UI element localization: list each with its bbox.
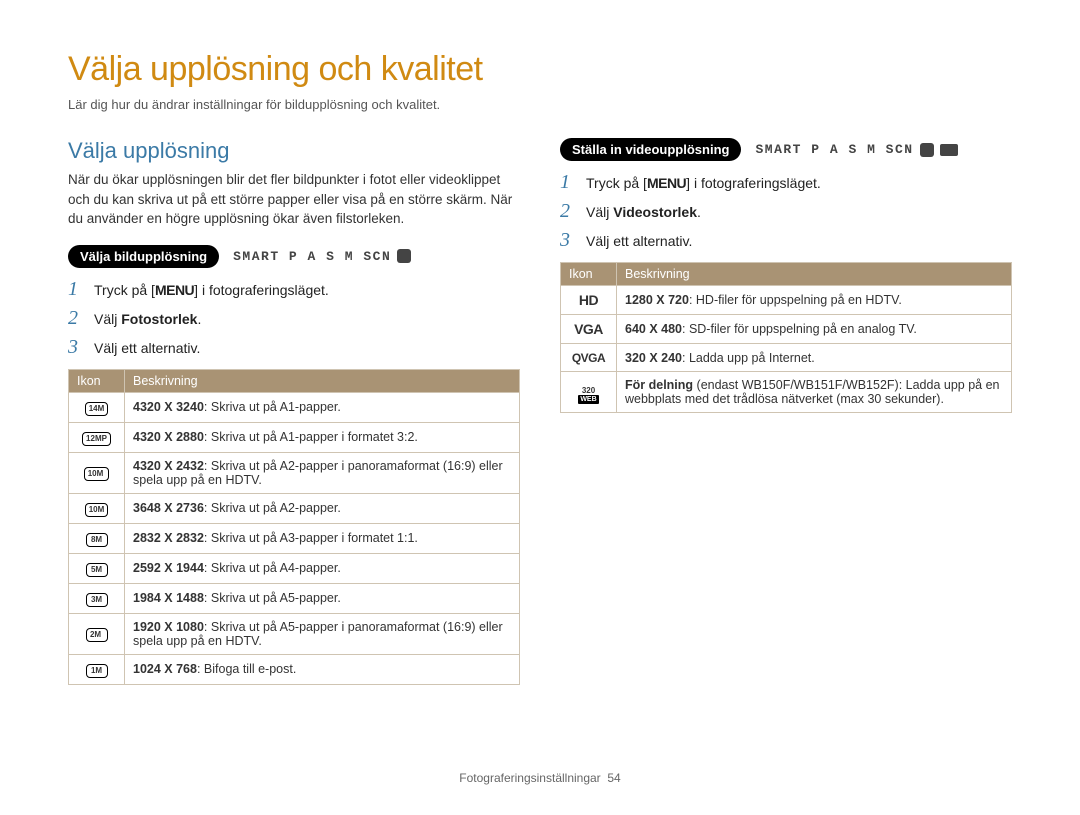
vga-icon: VGA	[574, 321, 603, 337]
page-title: Välja upplösning och kvalitet	[68, 50, 1012, 89]
table-row: VGA640 X 480: SD-filer för uppspelning p…	[561, 315, 1012, 344]
res-icon: 2M	[86, 628, 108, 642]
res-icon: 5M	[86, 563, 108, 577]
table-row: 320 WEB För delning (endast WB150F/WB151…	[561, 372, 1012, 413]
table-row: QVGA320 X 240: Ladda upp på Internet.	[561, 344, 1012, 372]
video-res-pill: Ställa in videoupplösning	[560, 138, 741, 161]
photo-step-3: 3 Välj ett alternativ.	[68, 336, 520, 359]
step-text: Tryck på [MENU] i fotograferingsläget.	[586, 175, 821, 191]
table-row: HD1280 X 720: HD-filer för uppspelning p…	[561, 286, 1012, 315]
res-icon: 1M	[86, 664, 108, 678]
left-column: Välja upplösning När du ökar upplösninge…	[68, 138, 520, 685]
qvga-icon: QVGA	[572, 351, 605, 365]
table-row: 8M2832 X 2832: Skriva ut på A3-papper i …	[69, 523, 520, 553]
res-icon: 3M	[86, 593, 108, 607]
step-number: 3	[560, 229, 576, 252]
step-number: 3	[68, 336, 84, 359]
web-share-icon: 320 WEB	[578, 386, 598, 404]
right-column: Ställa in videoupplösning SMART P A S M …	[560, 138, 1012, 685]
table-row: 5M2592 X 1944: Skriva ut på A4-papper.	[69, 553, 520, 583]
table-row: 10M4320 X 2432: Skriva ut på A2-papper i…	[69, 452, 520, 493]
table-row: 10M3648 X 2736: Skriva ut på A2-papper.	[69, 493, 520, 523]
th-desc: Beskrivning	[617, 263, 1012, 286]
mode-icon	[920, 143, 934, 157]
video-modes: SMART P A S M SCN	[755, 142, 957, 157]
th-icon: Ikon	[561, 263, 617, 286]
photo-step-1: 1 Tryck på [MENU] i fotograferingsläget.	[68, 278, 520, 301]
th-desc: Beskrivning	[125, 369, 520, 392]
photo-res-pill: Välja bildupplösning	[68, 245, 219, 268]
step-number: 2	[68, 307, 84, 330]
video-steps: 1 Tryck på [MENU] i fotograferingsläget.…	[560, 171, 1012, 252]
video-step-2: 2 Välj Videostorlek.	[560, 200, 1012, 223]
page-subtitle: Lär dig hur du ändrar inställningar för …	[68, 97, 1012, 112]
table-row: 2M1920 X 1080: Skriva ut på A5-papper i …	[69, 613, 520, 654]
step-text: Välj Fotostorlek.	[94, 311, 201, 327]
mode-icon	[397, 249, 411, 263]
table-row: 14M4320 X 3240: Skriva ut på A1-papper.	[69, 392, 520, 422]
video-step-1: 1 Tryck på [MENU] i fotograferingsläget.	[560, 171, 1012, 194]
photo-res-header: Välja bildupplösning SMART P A S M SCN	[68, 245, 520, 268]
step-text: Välj ett alternativ.	[586, 233, 692, 249]
res-icon: 10M	[84, 467, 110, 481]
video-step-3: 3 Välj ett alternativ.	[560, 229, 1012, 252]
table-row: 12MP4320 X 2880: Skriva ut på A1-papper …	[69, 422, 520, 452]
section-heading-resolution: Välja upplösning	[68, 138, 520, 164]
res-icon: 8M	[86, 533, 108, 547]
section-body-resolution: När du ökar upplösningen blir det fler b…	[68, 170, 520, 229]
step-number: 1	[68, 278, 84, 301]
step-number: 1	[560, 171, 576, 194]
video-res-table: Ikon Beskrivning HD1280 X 720: HD-filer …	[560, 262, 1012, 413]
menu-key: MENU	[155, 282, 194, 298]
video-res-header: Ställa in videoupplösning SMART P A S M …	[560, 138, 1012, 161]
res-icon: 10M	[85, 503, 109, 517]
step-text: Välj ett alternativ.	[94, 340, 200, 356]
step-number: 2	[560, 200, 576, 223]
page-footer: Fotograferingsinställningar 54	[0, 771, 1080, 785]
step-text: Välj Videostorlek.	[586, 204, 701, 220]
res-icon: 14M	[85, 402, 109, 416]
table-row: 1M1024 X 768: Bifoga till e-post.	[69, 654, 520, 684]
hd-icon: HD	[579, 292, 598, 308]
th-icon: Ikon	[69, 369, 125, 392]
step-text: Tryck på [MENU] i fotograferingsläget.	[94, 282, 329, 298]
menu-key: MENU	[647, 175, 686, 191]
photo-steps: 1 Tryck på [MENU] i fotograferingsläget.…	[68, 278, 520, 359]
video-mode-icon	[940, 144, 958, 156]
res-icon: 12MP	[82, 432, 111, 446]
table-row: 3M1984 X 1488: Skriva ut på A5-papper.	[69, 583, 520, 613]
photo-modes: SMART P A S M SCN	[233, 249, 411, 264]
photo-res-table: Ikon Beskrivning 14M4320 X 3240: Skriva …	[68, 369, 520, 685]
photo-step-2: 2 Välj Fotostorlek.	[68, 307, 520, 330]
